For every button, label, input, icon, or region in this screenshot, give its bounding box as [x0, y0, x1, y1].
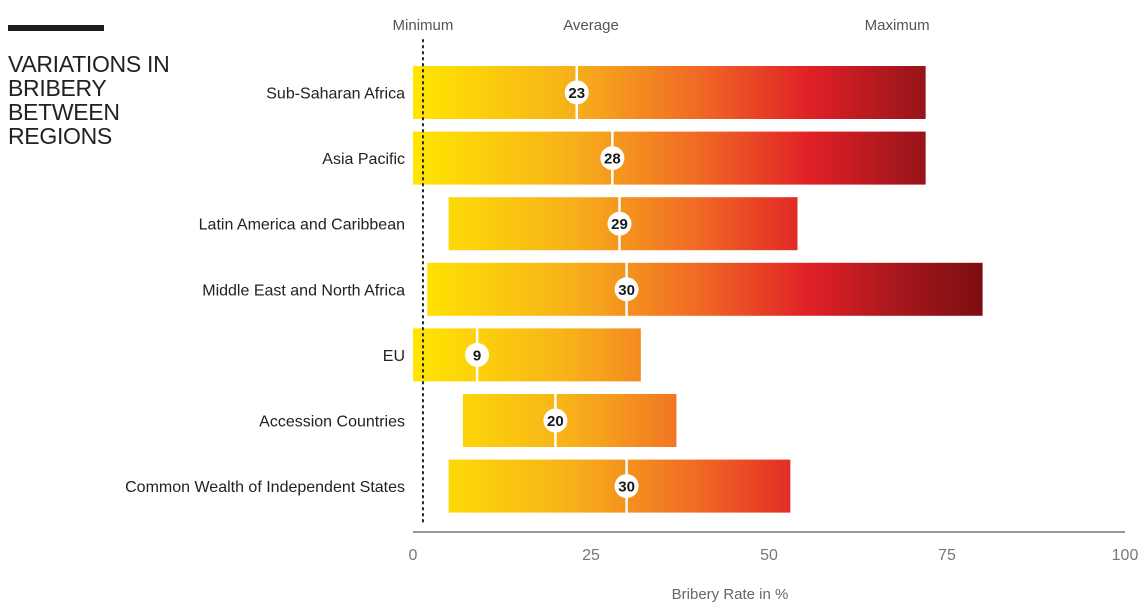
average-badge [564, 80, 589, 105]
header-average: Average [563, 17, 619, 34]
title-line: BRIBERY [8, 75, 107, 101]
x-axis-label: Bribery Rate in % [672, 586, 789, 603]
range-bar [427, 262, 983, 316]
category-label: EU [383, 348, 405, 365]
range-bar [413, 328, 641, 382]
x-tick-label: 50 [760, 547, 778, 564]
title-line: REGIONS [8, 123, 112, 149]
range-bar [413, 66, 926, 119]
range-bar [413, 131, 926, 185]
header-maximum: Maximum [865, 17, 930, 34]
average-badge [614, 474, 639, 499]
category-label: Sub-Saharan Africa [266, 86, 405, 103]
title-line: VARIATIONS IN [8, 51, 170, 77]
title-accent-bar [8, 25, 104, 31]
header-minimum: Minimum [393, 17, 454, 34]
average-badge [614, 277, 639, 302]
category-label: Accession Countries [259, 414, 405, 431]
average-value-label: 30 [618, 479, 635, 496]
range-bar [462, 394, 677, 447]
average-badge [465, 342, 490, 367]
category-label: Middle East and North Africa [202, 282, 405, 299]
average-value-label: 20 [547, 413, 564, 430]
x-tick-label: 25 [582, 547, 600, 564]
x-tick-label: 0 [409, 547, 418, 564]
chart-title: VARIATIONS IN BRIBERY BETWEEN REGIONS [8, 52, 208, 148]
average-value-label: 28 [604, 151, 621, 168]
average-value-label: 29 [611, 216, 628, 233]
category-label: Common Wealth of Independent States [125, 479, 405, 496]
x-tick-label: 100 [1112, 547, 1139, 564]
category-label: Latin America and Caribbean [199, 217, 405, 234]
average-value-label: 23 [568, 85, 585, 102]
average-value-label: 9 [473, 347, 481, 364]
x-tick-label: 75 [938, 547, 956, 564]
average-badge [543, 408, 568, 433]
average-badge [600, 146, 625, 171]
category-label: Asia Pacific [322, 151, 405, 168]
average-value-label: 30 [618, 282, 635, 299]
title-line: BETWEEN [8, 99, 120, 125]
average-badge [607, 211, 632, 236]
